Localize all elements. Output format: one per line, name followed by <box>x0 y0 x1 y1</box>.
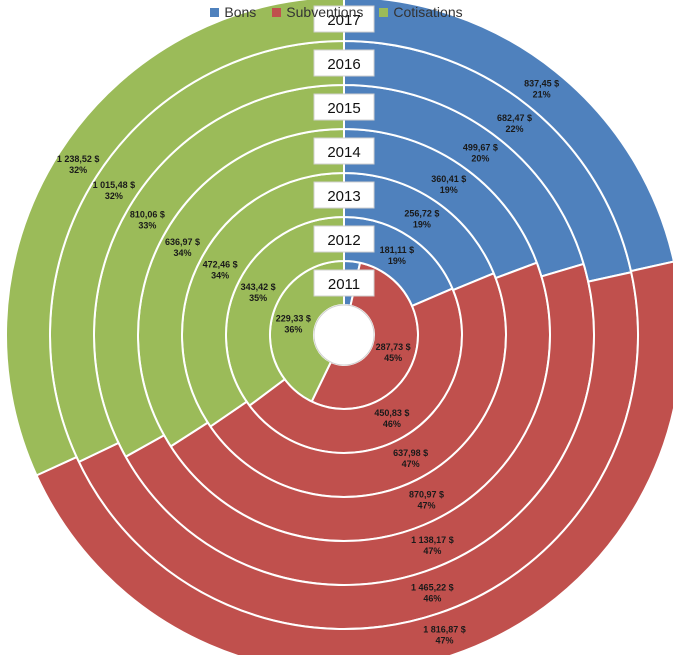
data-label-2017-subventions: 1 816,87 $47% <box>423 625 466 646</box>
year-label-box <box>313 5 375 33</box>
center-hole <box>313 304 375 366</box>
data-label-value: 472,46 $ <box>203 260 238 270</box>
data-label-percent: 20% <box>471 153 489 163</box>
data-label-2013-bons: 256,72 $19% <box>404 209 439 230</box>
data-label-2017-bons: 837,45 $21% <box>524 78 559 99</box>
data-label-2015-subventions: 1 138,17 $47% <box>411 535 454 556</box>
data-label-2012-cotisations: 343,42 $35% <box>241 282 276 303</box>
data-label-percent: 47% <box>435 636 453 646</box>
data-label-percent: 47% <box>402 459 420 469</box>
data-label-percent: 46% <box>423 593 441 603</box>
data-label-percent: 22% <box>506 124 524 134</box>
data-label-2011-cotisations: 229,33 $36% <box>276 313 311 334</box>
data-label-value: 1 816,87 $ <box>423 625 466 635</box>
data-label-percent: 47% <box>418 500 436 510</box>
data-label-percent: 32% <box>69 165 87 175</box>
legend-swatch-bons <box>210 7 220 17</box>
year-label-box <box>313 269 375 297</box>
data-label-2016-bons: 682,47 $22% <box>497 113 532 134</box>
data-label-value: 343,42 $ <box>241 282 276 292</box>
year-label-2015: 2015 <box>313 93 375 121</box>
slice-2017-cotisations <box>5 0 345 477</box>
data-label-value: 287,73 $ <box>376 342 411 352</box>
data-label-2014-cotisations: 636,97 $34% <box>165 237 200 258</box>
year-label-2016: 2016 <box>313 49 375 77</box>
data-label-percent: 19% <box>388 256 406 266</box>
data-label-value: 682,47 $ <box>497 113 532 123</box>
data-label-2016-cotisations: 1 015,48 $32% <box>93 180 136 201</box>
year-label-box <box>313 181 375 209</box>
data-label-percent: 19% <box>440 185 458 195</box>
year-label-box <box>313 225 375 253</box>
year-label-box <box>313 137 375 165</box>
data-label-2016-subventions: 1 465,22 $46% <box>411 582 454 603</box>
legend-item-bons: Bons <box>210 4 256 20</box>
data-label-value: 181,11 $ <box>380 245 415 255</box>
data-label-percent: 36% <box>284 324 302 334</box>
data-label-value: 1 015,48 $ <box>93 180 136 190</box>
year-label-text: 2013 <box>327 188 360 205</box>
data-label-2017-cotisations: 1 238,52 $32% <box>57 154 100 175</box>
legend-swatch-subventions <box>272 7 282 17</box>
legend-label-subventions: Subventions <box>286 4 364 20</box>
data-label-value: 229,33 $ <box>276 313 311 323</box>
data-label-percent: 21% <box>533 89 551 99</box>
data-label-value: 636,97 $ <box>165 237 200 247</box>
year-label-text: 2015 <box>327 100 360 117</box>
data-label-percent: 34% <box>211 271 229 281</box>
year-label-2012: 2012 <box>313 225 375 253</box>
data-label-value: 1 238,52 $ <box>57 154 100 164</box>
year-label-text: 2014 <box>327 144 360 161</box>
year-label-text: 2017 <box>327 12 360 29</box>
data-label-2014-subventions: 870,97 $47% <box>409 489 444 510</box>
year-label-2014: 2014 <box>313 137 375 165</box>
data-label-value: 837,45 $ <box>524 78 559 88</box>
data-label-value: 637,98 $ <box>393 448 428 458</box>
year-label-text: 2012 <box>327 232 360 249</box>
data-label-value: 1 465,22 $ <box>411 582 454 592</box>
year-label-2011: 2011 <box>313 269 375 297</box>
legend-label-bons: Bons <box>224 4 257 20</box>
data-label-2012-bons: 181,11 $19% <box>380 245 415 266</box>
data-label-2013-cotisations: 472,46 $34% <box>203 260 238 281</box>
data-label-value: 870,97 $ <box>409 489 444 499</box>
data-label-2015-cotisations: 810,06 $33% <box>130 210 165 231</box>
data-label-percent: 35% <box>249 293 267 303</box>
year-label-text: 2016 <box>327 56 360 73</box>
year-label-2017: 2017 <box>313 5 375 33</box>
data-label-2015-bons: 499,67 $20% <box>463 142 498 163</box>
data-label-percent: 45% <box>384 353 402 363</box>
data-label-value: 360,41 $ <box>431 174 466 184</box>
year-label-text: 2011 <box>328 276 360 293</box>
legend: Bons Subventions Cotisations <box>0 4 673 20</box>
data-label-value: 810,06 $ <box>130 210 165 220</box>
data-label-2012-subventions: 450,83 $46% <box>374 408 409 429</box>
legend-label-cotisations: Cotisations <box>393 4 463 20</box>
data-label-percent: 47% <box>423 546 441 556</box>
data-label-percent: 19% <box>413 220 431 230</box>
data-label-value: 256,72 $ <box>404 209 439 219</box>
year-label-box <box>313 93 375 121</box>
legend-item-cotisations: Cotisations <box>379 4 463 20</box>
data-label-value: 450,83 $ <box>374 408 409 418</box>
legend-swatch-cotisations <box>379 7 389 17</box>
data-label-2013-subventions: 637,98 $47% <box>393 448 428 469</box>
data-label-percent: 46% <box>383 419 401 429</box>
data-label-2011-subventions: 287,73 $45% <box>376 342 411 363</box>
year-label-box <box>313 49 375 77</box>
year-label-2013: 2013 <box>313 181 375 209</box>
data-label-percent: 33% <box>138 221 156 231</box>
data-label-value: 499,67 $ <box>463 142 498 152</box>
slice-2017-bons <box>343 0 673 273</box>
data-label-percent: 34% <box>173 248 191 258</box>
data-label-2014-bons: 360,41 $19% <box>431 174 466 195</box>
data-label-value: 1 138,17 $ <box>411 535 454 545</box>
data-label-percent: 32% <box>105 191 123 201</box>
legend-item-subventions: Subventions <box>272 4 363 20</box>
